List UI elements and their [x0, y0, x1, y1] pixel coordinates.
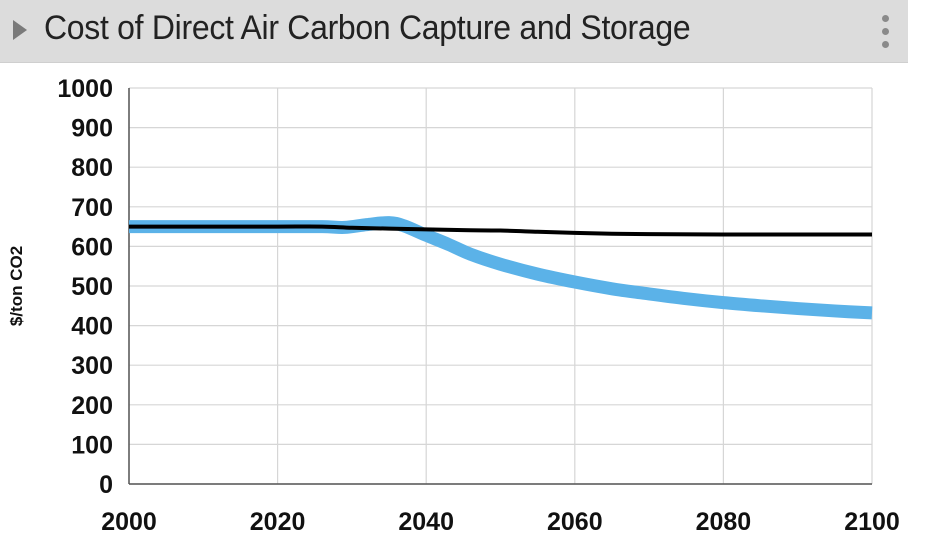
y-tick-label: 400: [71, 313, 113, 341]
y-axis-title: $/ton CO2: [7, 246, 26, 326]
vertical-dots-icon[interactable]: [878, 14, 892, 50]
x-tick-label: 2060: [547, 508, 603, 536]
y-tick-label: 700: [71, 194, 113, 222]
y-tick-label: 200: [71, 392, 113, 420]
y-tick-label: 600: [71, 233, 113, 261]
y-tick-label: 1000: [57, 75, 113, 103]
x-tick-label: 2020: [250, 508, 306, 536]
y-tick-label: 800: [71, 154, 113, 182]
x-tick-label: 2080: [696, 508, 752, 536]
x-tick-label: 2040: [398, 508, 454, 536]
y-tick-label: 300: [71, 352, 113, 380]
x-tick-label: 2000: [101, 508, 157, 536]
line-chart: 0 100 200 300 400 500 600 700 800 900 1000 2000 2020…: [7, 75, 900, 536]
y-tick-label: 100: [71, 431, 113, 459]
chart-header: Cost of Direct Air Carbon Capture and St…: [0, 0, 908, 63]
y-tick-label: 900: [71, 115, 113, 143]
chart-title: Cost of Direct Air Carbon Capture and St…: [44, 9, 691, 47]
x-tick-label: 2100: [844, 508, 900, 536]
y-tick-label: 500: [71, 273, 113, 301]
triangle-right-icon[interactable]: [13, 20, 27, 40]
y-tick-label: 0: [99, 471, 113, 499]
series-line-black: [128, 224, 872, 237]
